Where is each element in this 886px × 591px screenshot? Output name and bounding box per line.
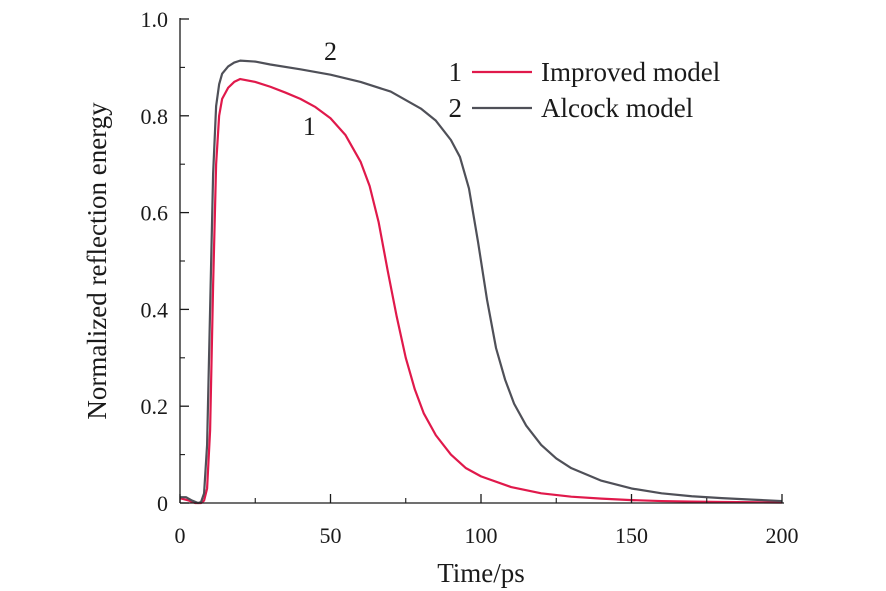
y-tick-label: 0 <box>157 491 168 516</box>
y-tick-label: 0.4 <box>141 297 169 322</box>
y-tick-label: 1.0 <box>141 7 169 32</box>
legend-id-2: 2 <box>449 93 463 123</box>
y-axis-title: Normalized reflection energy <box>82 102 112 420</box>
y-tick-label: 0.8 <box>141 104 169 129</box>
x-tick-label: 200 <box>766 523 799 548</box>
x-tick-label: 150 <box>615 523 648 548</box>
legend-id-1: 1 <box>449 57 463 87</box>
x-tick-label: 100 <box>465 523 498 548</box>
y-axis-ticks: 0 0.2 0.4 0.6 0.8 1.0 <box>141 7 189 516</box>
series-curves <box>179 59 783 505</box>
legend-label-2: Alcock model <box>541 93 693 123</box>
x-axis-ticks: 0 50 100 150 200 <box>175 494 799 548</box>
legend: 1 Improved model 2 Alcock model <box>449 57 721 123</box>
y-tick-label: 0.2 <box>141 394 169 419</box>
series-line-1 <box>179 77 783 505</box>
x-tick-label: 0 <box>175 523 186 548</box>
x-tick-label: 50 <box>320 523 342 548</box>
series-line-2 <box>180 59 783 505</box>
curve-label-2: 2 <box>324 37 337 66</box>
y-tick-label: 0.6 <box>141 201 169 226</box>
legend-label-1: Improved model <box>541 57 720 87</box>
curve-annotations: 12 <box>303 37 337 141</box>
x-axis-title: Time/ps <box>437 558 525 588</box>
curve-label-1: 1 <box>303 112 316 141</box>
